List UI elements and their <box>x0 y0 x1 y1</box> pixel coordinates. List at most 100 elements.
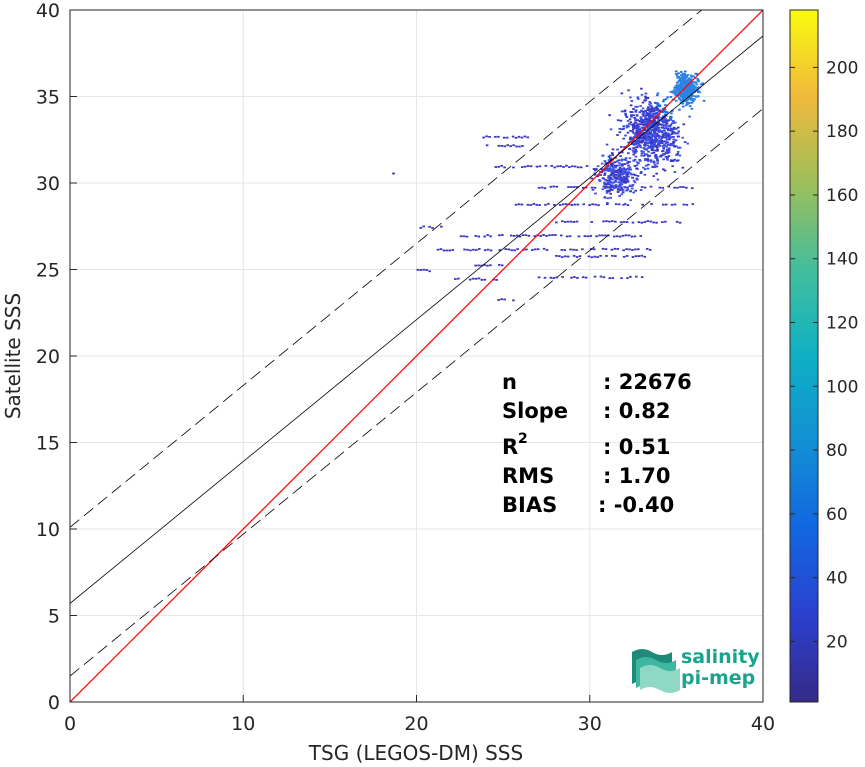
density-cell <box>606 189 610 192</box>
density-cell <box>690 90 694 93</box>
density-cell <box>572 248 575 251</box>
density-cell <box>613 161 617 164</box>
density-cell <box>494 166 498 168</box>
density-cell <box>474 235 478 237</box>
density-cell <box>581 186 585 189</box>
density-cell <box>624 114 628 117</box>
density-cell <box>517 203 521 206</box>
density-cell <box>634 126 637 128</box>
density-cell <box>667 119 670 122</box>
density-cell <box>537 276 541 279</box>
density-cell <box>634 122 638 124</box>
density-cell <box>684 100 688 102</box>
density-cell <box>652 160 656 163</box>
density-cell <box>428 225 431 228</box>
density-cell <box>521 145 524 147</box>
density-cell <box>552 185 556 188</box>
density-cell <box>601 188 605 191</box>
density-cell <box>662 168 665 171</box>
density-cell <box>623 110 626 113</box>
density-cell <box>603 172 607 175</box>
density-cell <box>655 165 659 168</box>
density-cell <box>669 160 673 163</box>
density-cell <box>635 164 639 167</box>
density-cell <box>610 163 613 165</box>
density-cell <box>650 129 654 132</box>
density-cell <box>679 84 682 87</box>
density-cell <box>634 248 637 251</box>
density-cell <box>657 128 660 131</box>
density-cell <box>664 104 667 107</box>
density-cell <box>575 220 579 223</box>
density-cell <box>533 248 537 251</box>
density-cell <box>698 91 701 94</box>
density-cell <box>666 96 669 99</box>
density-cell <box>643 221 647 223</box>
density-cell <box>614 220 617 223</box>
density-cell <box>672 120 675 122</box>
density-cell <box>521 234 525 237</box>
density-cell <box>656 124 660 127</box>
density-cell <box>616 119 620 122</box>
density-cell <box>630 185 634 188</box>
density-cell <box>684 76 687 79</box>
density-cell <box>674 128 677 130</box>
density-cell <box>462 235 466 238</box>
density-cell <box>543 187 547 190</box>
density-cell <box>692 84 695 87</box>
density-cell <box>642 131 646 134</box>
density-cell <box>662 124 666 127</box>
density-cell <box>625 255 629 257</box>
density-cell <box>625 126 629 129</box>
density-cell <box>485 144 489 147</box>
density-cell <box>643 144 647 147</box>
density-cell <box>606 186 610 189</box>
density-cell <box>644 116 647 119</box>
density-cell <box>632 123 636 126</box>
density-cell <box>682 89 686 91</box>
density-cell <box>658 123 662 126</box>
density-cell <box>639 189 643 191</box>
density-cell <box>601 234 604 237</box>
density-cell <box>681 96 684 99</box>
density-cell <box>631 128 635 131</box>
density-cell <box>510 249 514 252</box>
density-cell <box>674 85 678 88</box>
density-cell <box>540 186 544 189</box>
density-cell <box>630 115 633 118</box>
density-cell <box>641 113 645 116</box>
density-cell <box>637 162 640 165</box>
density-cell <box>634 105 637 108</box>
density-cell <box>650 114 654 117</box>
density-cell <box>648 101 652 103</box>
density-cell <box>615 169 619 172</box>
density-cell <box>497 165 501 168</box>
density-cell <box>622 249 625 252</box>
density-cell <box>632 179 636 182</box>
density-cell <box>567 186 570 189</box>
density-cell <box>665 122 668 125</box>
density-cell <box>691 87 695 90</box>
density-cell <box>696 79 700 82</box>
density-cell <box>690 107 694 110</box>
density-cell <box>604 167 608 170</box>
density-cell <box>652 221 655 224</box>
density-cell <box>644 141 647 144</box>
density-cell <box>525 248 528 251</box>
density-cell <box>688 93 692 96</box>
density-cell <box>676 150 680 153</box>
density-cell <box>576 203 580 206</box>
density-cell <box>695 83 698 86</box>
density-cell <box>565 235 569 238</box>
density-cell <box>646 130 650 132</box>
density-cell <box>686 90 689 92</box>
density-cell <box>555 185 559 188</box>
density-cell <box>639 120 642 123</box>
density-cell <box>673 145 676 148</box>
density-cell <box>576 186 579 188</box>
density-cell <box>631 221 635 224</box>
density-cell <box>684 91 688 94</box>
stat-n-label: n <box>502 370 517 394</box>
density-cell <box>483 249 487 252</box>
density-cell <box>663 129 666 132</box>
